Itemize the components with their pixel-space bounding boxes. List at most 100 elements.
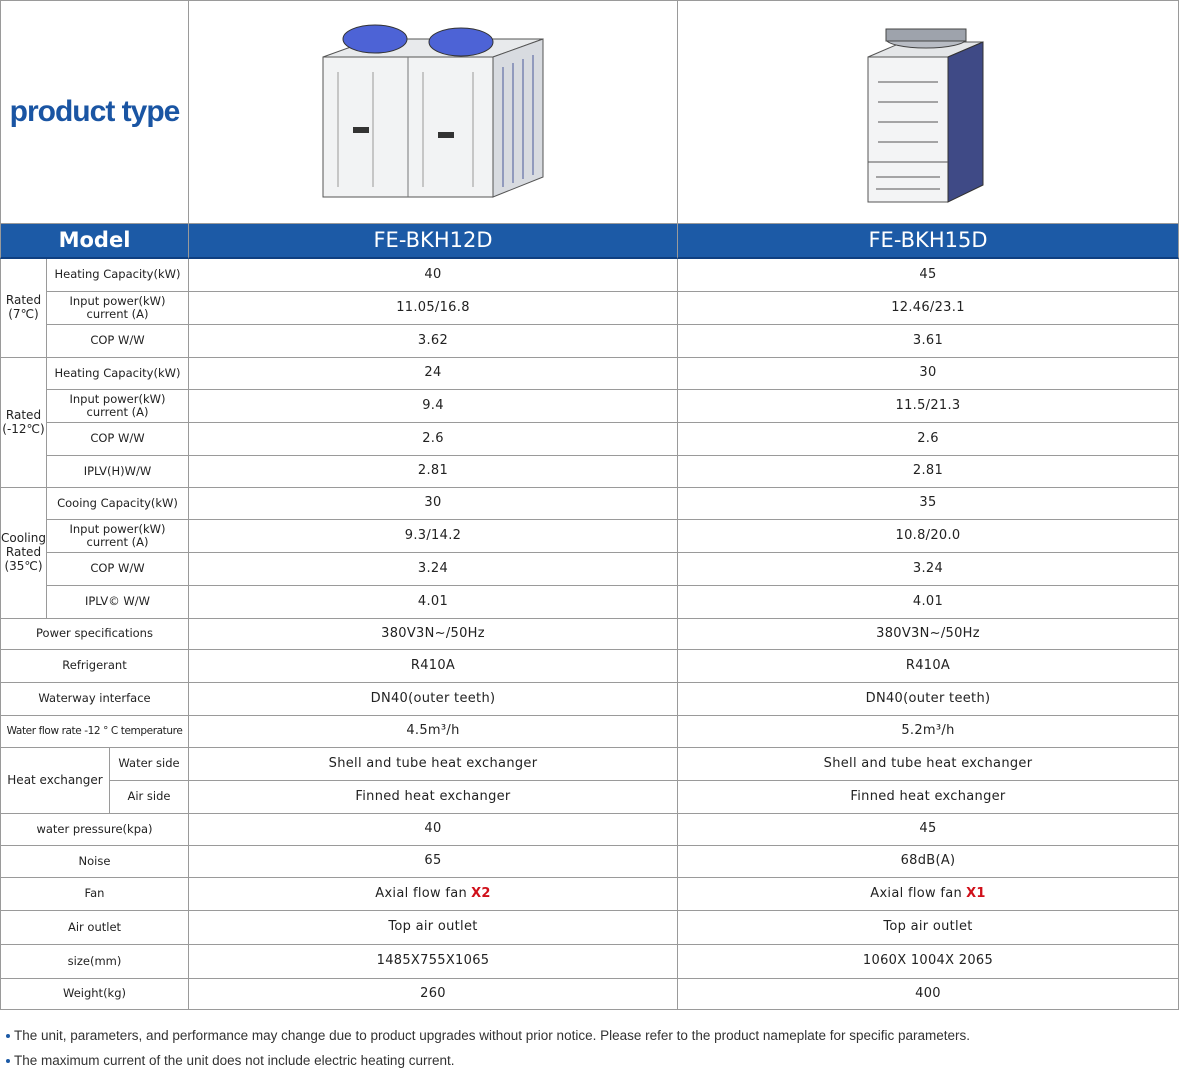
value-cell: 2.81 (678, 456, 1179, 488)
value-cell: 3.61 (678, 325, 1179, 358)
row-label-cell: Waterway interface (0, 683, 189, 716)
value-cell: 3.62 (189, 325, 678, 358)
row-label-cell: water pressure(kpa) (0, 814, 189, 846)
value-cell: 40 (189, 259, 678, 292)
value-cell: 2.6 (678, 423, 1179, 456)
row-label-cell: Power specifications (0, 619, 189, 650)
text: 4.5m³/h (406, 723, 460, 738)
value-cell: 380V3N~/50Hz (189, 619, 678, 650)
text: 24 (424, 365, 442, 380)
text-line: Rated (5, 407, 42, 422)
value-cell: 2.6 (189, 423, 678, 456)
value-cell: DN40(outer teeth) (189, 683, 678, 716)
image-cell (678, 0, 1179, 224)
value-cell: 40 (189, 814, 678, 846)
row-label-cell: Air side (110, 781, 189, 814)
text: Waterway interface (38, 691, 151, 706)
value-cell: 1060X 1004X 2065 (678, 945, 1179, 979)
value-text: Axial flow fan (375, 886, 468, 901)
text: Water side (118, 756, 180, 771)
text: DN40(outer teeth) (865, 691, 991, 706)
value-cell: 2.81 (189, 456, 678, 488)
text: COP W/W (90, 431, 145, 446)
value-cell: 10.8/20.0 (678, 520, 1179, 553)
text: 45 (919, 821, 937, 836)
text: 2.81 (912, 463, 944, 478)
value-cell: Finned heat exchanger (189, 781, 678, 814)
text: Heating Capacity(kW) (54, 267, 181, 282)
value-cell: Top air outlet (189, 911, 678, 945)
text: 4.01 (417, 594, 449, 609)
text: 9.4 (422, 398, 444, 413)
text: COP W/W (90, 561, 145, 576)
text: Water flow rate -12 ° C temperature (6, 725, 183, 738)
value-cell: 30 (189, 488, 678, 520)
title-cell: product type (0, 0, 189, 224)
text: 2.6 (917, 431, 939, 446)
text: 30 (919, 365, 937, 380)
row-label-cell: size(mm) (0, 945, 189, 979)
group-label-cell: Rated (7℃) (0, 259, 47, 358)
group-label-cell: Rated (-12℃) (0, 358, 47, 488)
text-line: (35℃) (4, 558, 43, 573)
text: Air side (127, 789, 171, 804)
text: 40 (424, 821, 442, 836)
row-label-cell: Water side (110, 748, 189, 781)
text: Finned heat exchanger (850, 789, 1006, 804)
text: Fan (84, 886, 105, 901)
value-cell: 9.3/14.2 (189, 520, 678, 553)
value-cell: 12.46/23.1 (678, 292, 1179, 325)
text-line: (-12℃) (2, 421, 45, 436)
text: Heat exchanger (7, 772, 103, 787)
row-label-cell: COP W/W (47, 553, 189, 586)
text: 12.46/23.1 (891, 300, 965, 315)
value-cell: R410A (678, 650, 1179, 683)
text-line: Input power(kW) (69, 293, 166, 308)
value-cell: R410A (189, 650, 678, 683)
text: 3.62 (417, 333, 449, 348)
row-label-cell: Fan (0, 878, 189, 911)
text: Power specifications (36, 626, 153, 641)
text: Cooing Capacity(kW) (57, 495, 178, 510)
note: The maximum current of the unit does not… (6, 1053, 454, 1068)
group-label-cell: Cooling Rated (35℃) (0, 488, 47, 619)
text: 260 (420, 986, 446, 1001)
model-name: FE-BKH12D (373, 228, 493, 253)
text-line: current (A) (86, 307, 149, 321)
value-highlight: X1 (966, 886, 986, 901)
row-label-cell: Refrigerant (0, 650, 189, 683)
product-image-1 (322, 24, 544, 198)
text: 3.61 (912, 333, 944, 348)
text: 68dB(A) (900, 853, 956, 868)
text: 1485X755X1065 (376, 953, 490, 968)
value-text: Axial flow fan (870, 886, 963, 901)
text: 5.2m³/h (901, 723, 955, 738)
text: R410A (410, 658, 456, 673)
value-cell: 45 (678, 814, 1179, 846)
text-line: current (A) (86, 405, 149, 419)
text: 10.8/20.0 (895, 528, 961, 543)
model-cell: FE-BKH15D (678, 224, 1179, 259)
text: Noise (78, 853, 111, 868)
value-cell: Top air outlet (678, 911, 1179, 945)
value-cell: DN40(outer teeth) (678, 683, 1179, 716)
text-line: Input power(kW) (69, 391, 166, 406)
value-cell: 400 (678, 979, 1179, 1010)
text: Shell and tube heat exchanger (328, 756, 538, 771)
model-cell: FE-BKH12D (189, 224, 678, 259)
value-cell: 11.05/16.8 (189, 292, 678, 325)
text: 400 (915, 986, 941, 1001)
text: 3.24 (417, 561, 449, 576)
value-cell: 4.5m³/h (189, 716, 678, 748)
text: water pressure(kpa) (36, 821, 153, 836)
text: 380V3N~/50Hz (876, 626, 980, 641)
text: 35 (919, 495, 937, 510)
row-label-cell: Heating Capacity(kW) (47, 358, 189, 390)
value-cell: Shell and tube heat exchanger (678, 748, 1179, 781)
text: 30 (424, 495, 442, 510)
value-cell: Finned heat exchanger (678, 781, 1179, 814)
text: Air outlet (67, 919, 122, 934)
value-cell: 4.01 (189, 586, 678, 619)
text: 380V3N~/50Hz (381, 626, 485, 641)
